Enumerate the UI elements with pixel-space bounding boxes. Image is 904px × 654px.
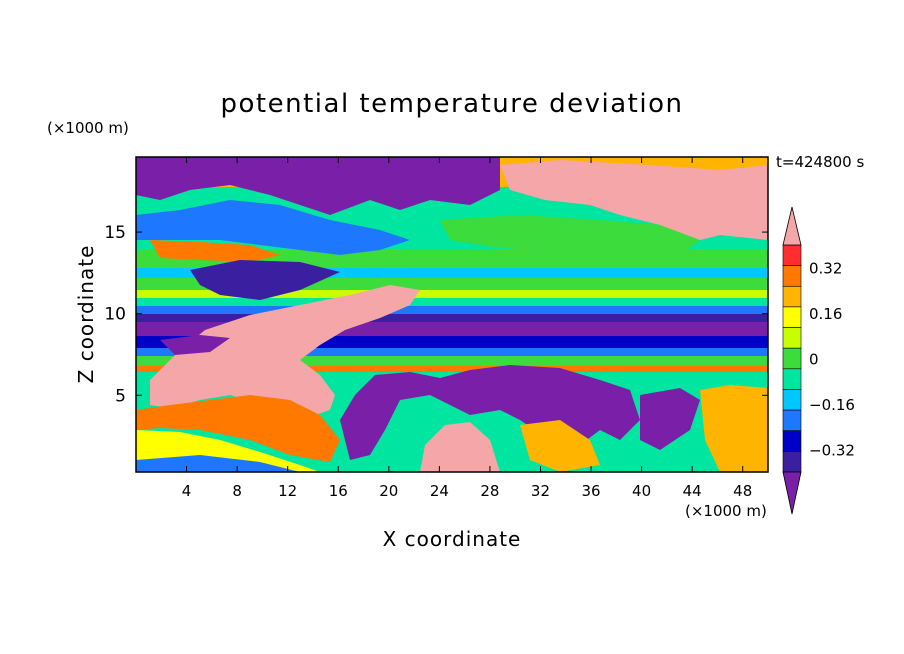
lower-pink-dome <box>420 422 500 472</box>
lower-mid-orange <box>520 420 600 472</box>
x-axis-label: X coordinate <box>383 527 522 551</box>
colorbar-swatch <box>782 244 802 266</box>
colorbar-tick-label: −0.32 <box>809 441 855 459</box>
plot-frame <box>135 156 769 473</box>
colorbar-swatch <box>782 265 802 287</box>
pink-plume-dark <box>160 335 230 355</box>
colorbar-swatch <box>782 368 802 390</box>
x-tick-label: 12 <box>278 482 297 500</box>
x-unit-label: (×1000 m) <box>685 502 767 520</box>
x-tick-label: 16 <box>329 482 348 500</box>
colorbar-tick-label: 0.16 <box>809 305 842 323</box>
top-right-pink <box>500 160 768 245</box>
band-green-lower <box>136 356 768 366</box>
colorbar-min-arrow <box>782 471 802 515</box>
x-axis-ticks: 4 8 12 16 20 24 28 32 36 40 44 48 <box>182 157 752 500</box>
x-tick-label: 24 <box>430 482 449 500</box>
x-tick-label: 4 <box>182 482 192 500</box>
lower-left-orange <box>136 395 340 462</box>
upper-purple-left <box>190 260 340 300</box>
lower-right-orange <box>700 385 768 472</box>
y-unit-label: (×1000 m) <box>47 119 129 137</box>
colorbar-swatch <box>782 409 802 432</box>
upper-orange-left <box>150 240 280 262</box>
colorbar-swatch <box>782 451 802 473</box>
band-cyan-upper <box>136 268 768 278</box>
y-tick-label: 15 <box>104 223 126 243</box>
band-yellow-upper <box>136 290 768 298</box>
y-axis-label: Z coordinate <box>74 245 98 384</box>
colorbar-swatch <box>782 285 802 308</box>
colorbar-swatch <box>782 306 802 328</box>
upper-blue-left <box>136 200 410 255</box>
top-purple-mass <box>136 157 500 215</box>
chart-title: potential temperature deviation <box>221 89 684 119</box>
y-tick-label: 5 <box>115 386 126 406</box>
x-tick-label: 28 <box>480 482 499 500</box>
y-tick-label: 10 <box>104 305 126 325</box>
band-blue <box>136 306 768 314</box>
upper-green-right <box>440 215 700 258</box>
colorbar-swatch <box>782 327 802 349</box>
x-tick-label: 20 <box>379 482 398 500</box>
bottom-blue <box>136 455 300 472</box>
colorbar: 0.32 0.16 0 −0.16 −0.32 <box>782 206 855 515</box>
x-tick-label: 48 <box>733 482 752 500</box>
time-label: t=424800 s <box>776 153 864 171</box>
band-darkblue <box>136 314 768 322</box>
colorbar-tick-label: 0 <box>809 351 819 369</box>
plot-field <box>136 157 768 472</box>
band-orange-lower <box>136 366 768 372</box>
y-axis-ticks: 5 10 15 <box>104 223 768 406</box>
x-tick-label: 40 <box>632 482 651 500</box>
band-blue-lower <box>136 348 768 356</box>
colorbar-tick-label: 0.32 <box>809 260 842 278</box>
colorbar-max-arrow <box>782 206 802 246</box>
colorbar-tick-label: −0.16 <box>809 396 855 414</box>
x-tick-label: 44 <box>683 482 702 500</box>
pink-plume <box>150 285 420 420</box>
lower-right-purple <box>640 388 700 450</box>
colorbar-swatch <box>782 389 802 411</box>
colorbar-swatch <box>782 430 802 452</box>
colorbar-swatch <box>782 347 802 370</box>
x-tick-label: 32 <box>531 482 550 500</box>
x-tick-label: 36 <box>581 482 600 500</box>
x-tick-label: 8 <box>232 482 242 500</box>
